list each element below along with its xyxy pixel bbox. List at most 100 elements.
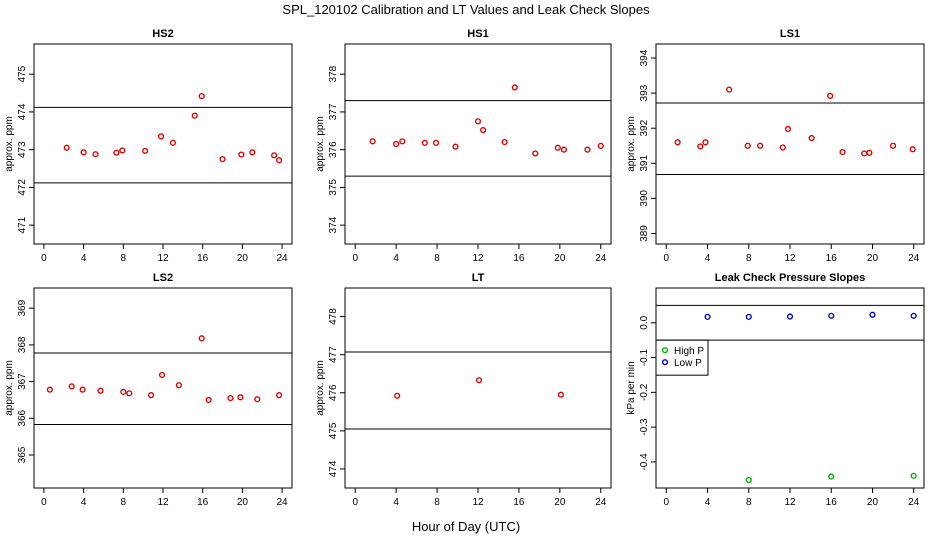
x-tick-label: 8 [121,497,127,508]
data-point-high-p [910,472,917,479]
x-tick-label: 4 [393,253,399,264]
data-point-values [120,388,127,395]
data-point-values [158,371,166,379]
x-tick-label: 24 [277,497,289,508]
plot-frame [655,287,925,489]
panel-title: LT [472,272,485,284]
y-axis-label: approx. ppm [626,116,637,172]
data-point-values [369,138,376,145]
y-tick-label: 369 [17,299,28,316]
data-point-high-p [745,476,752,484]
y-tick-label: -0.1 [639,349,650,367]
y-tick-label: 393 [639,84,650,101]
data-point-values [113,149,120,156]
panel-ls2: LS2 approx. ppm 0 4 8 12 16 20 24 365 366 367 368 369 [4,272,293,508]
x-tick-label: 16 [197,253,209,264]
y-tick-label: 376 [328,141,339,158]
x-tick-label: 0 [352,253,358,264]
x-tick-label: 4 [705,253,711,264]
y-tick-label: 474 [328,460,339,477]
data-point-low-p [828,312,835,319]
data-point-low-p [910,312,917,319]
y-tick-label: 474 [17,103,28,120]
x-tick-label: 0 [352,497,358,508]
y-tick-label: 475 [328,422,339,439]
data-point-low-p [869,311,876,318]
x-tick-label: 4 [705,497,711,508]
legend-marker [661,347,669,354]
x-tick-label: 24 [595,497,607,508]
data-point-values [861,150,868,157]
plot-frame [344,43,612,245]
panel-hs1: HS1 approx. ppm 0 4 8 12 16 20 24 374 375 376 377 378 [315,28,612,264]
figure-title: SPL_120102 Calibration and LT Values and… [282,2,650,17]
y-tick-label: 473 [17,141,28,158]
data-point-values [808,134,815,142]
data-point-values [46,386,53,393]
data-point-values [157,133,165,140]
plot-frame [655,43,925,245]
x-tick-label: 20 [554,497,566,508]
y-tick-label: 476 [328,384,339,401]
x-tick-label: 8 [121,253,127,264]
data-point-values [511,84,518,91]
y-tick-label: 392 [639,119,650,136]
panel-lt: LT approx. ppm 0 4 8 12 16 20 24 474 475 476 477 478 [315,272,612,508]
x-tick-label: 12 [472,253,484,264]
y-tick-label: 375 [328,179,339,196]
data-point-values [198,335,205,342]
y-tick-label: 367 [17,373,28,390]
x-tick-label: 4 [393,497,399,508]
figure-xlabel: Hour of Day (UTC) [412,519,520,534]
data-point-values [554,144,561,151]
panels: HS2 approx. ppm 0 4 8 12 16 20 24 471 472 473 474 475… [4,28,925,508]
data-point-values [889,142,897,149]
x-tick-label: 16 [197,497,209,508]
y-axis-label: approx. ppm [4,360,15,416]
data-point-values [142,147,149,154]
x-tick-label: 8 [746,497,752,508]
data-point-values [237,394,244,401]
panel-hs2: HS2 approx. ppm 0 4 8 12 16 20 24 471 472 473 474 475 [4,28,293,264]
data-point-values [126,390,133,397]
data-point-values [909,146,916,153]
x-tick-label: 0 [41,497,47,508]
data-point-values [827,92,834,100]
data-point-values [68,383,75,390]
data-point-values [726,86,733,93]
y-tick-label: -0.2 [639,383,650,401]
x-tick-label: 24 [595,253,607,264]
data-point-values [393,140,400,148]
x-tick-label: 12 [472,497,484,508]
data-point-values [97,387,104,394]
y-axis-label: kPa per min [626,361,637,414]
data-point-values [227,394,234,402]
y-tick-label: 475 [17,65,28,82]
data-point-values [80,149,87,156]
x-tick-label: 8 [746,253,752,264]
data-point-values [475,377,483,384]
y-tick-label: -0.4 [639,453,650,471]
x-tick-label: 12 [157,253,169,264]
y-tick-label: 378 [328,65,339,82]
data-point-values [474,118,482,125]
data-point-values [421,139,428,146]
data-point-values [597,142,604,149]
y-tick-label: 368 [17,336,28,353]
x-tick-label: 20 [237,497,249,508]
data-point-values [198,92,205,100]
data-point-values [238,151,245,158]
data-point-values [560,146,568,153]
plot-frame [33,43,293,245]
x-tick-label: 12 [784,253,796,264]
y-tick-label: -0.3 [639,418,650,436]
legend-box [655,339,709,376]
data-point-low-p [786,313,794,320]
data-point-values [744,142,751,149]
panel-title: HS1 [467,28,488,40]
y-axis-label: approx. ppm [315,360,326,416]
legend-marker [661,359,669,366]
y-tick-label: 389 [639,225,650,242]
data-point-values [674,139,681,146]
panel-title: HS2 [152,28,173,40]
